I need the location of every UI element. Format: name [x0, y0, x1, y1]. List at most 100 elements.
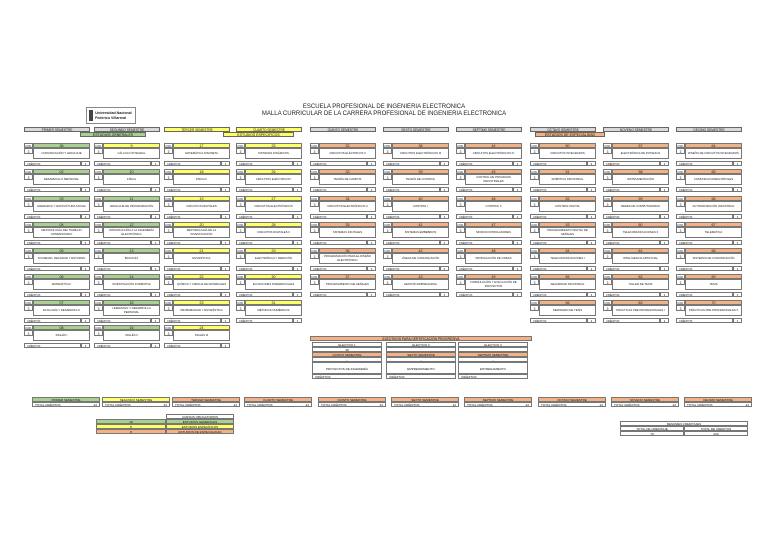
prereq-label: CRÉDITOS	[236, 240, 293, 245]
course-name: TELECOMUNICACIONES I	[539, 253, 596, 264]
prereq-label: CRÉDITOS	[24, 240, 81, 245]
semester-total: OCTAVO SEMESTRE TOTAL CRÉDITOS 22	[538, 397, 606, 409]
course-credits: 3	[310, 253, 319, 259]
semester-header: DECIMO SEMESTRE	[676, 127, 742, 132]
total-label: TOTAL CRÉDITOS	[541, 403, 567, 407]
prereq-label: CRÉDITOS	[310, 187, 367, 192]
elective-code: ...	[386, 357, 456, 362]
prereq-credits: 3	[367, 161, 376, 166]
course-number: 11	[103, 196, 160, 201]
course-name: FORMULACIÓN Y EVALUACIÓN DE PROYECTOS	[465, 279, 522, 290]
course-credits: 3	[94, 174, 103, 180]
course-number: 32	[319, 143, 376, 148]
course-card: COD. 31 3 MÉTODOS NUMÉRICOS CRÉDITOS 3	[236, 300, 302, 324]
course-credits: 3	[164, 330, 173, 336]
course-number: 05	[33, 248, 90, 253]
course-name: SISTEMAS DIGITALES	[319, 227, 376, 238]
semester-total: QUINTO SEMESTRE TOTAL CRÉDITOS 22	[318, 397, 386, 409]
course-card: COD. 68 3 SISTEMAS DE COMUNICACIÓN CRÉDITOS 3	[676, 248, 742, 272]
course-number: 49	[465, 274, 522, 279]
total-semester: TERCER SEMESTRE	[172, 397, 240, 402]
prereq-label: CRÉDITOS	[676, 161, 733, 166]
elective-semester: SEPTIMO SEMESTRE	[458, 352, 528, 357]
course-card: COD. 64 3 DISEÑO DE CIRCUITOS INTEGRADOS CRÉ…	[676, 143, 742, 167]
course-code-label: COD.	[456, 248, 465, 253]
course-code-label: COD.	[676, 143, 685, 148]
prereq-credits: 3	[293, 214, 302, 219]
course-name: SEMINARIO DE TESIS	[539, 305, 596, 316]
course-card: COD. 16 3 INGLÉS II CRÉDITOS 3	[94, 325, 160, 349]
course-name: CIRCUITOS ELECTRÓNICOS	[245, 201, 302, 212]
course-code-label: COD.	[530, 222, 539, 227]
semester-header: CUARTO SEMESTRE	[236, 127, 302, 132]
course-name: REDES DE COMPUTADORAS	[612, 201, 669, 212]
prereq-label: CRÉDITOS	[310, 292, 367, 297]
elective-course: ENTRENAMIENTO	[458, 362, 528, 374]
prereq-credits: 3	[293, 292, 302, 297]
legend-count: 18	[96, 419, 166, 424]
course-code-label: COD.	[236, 274, 245, 279]
course-code-label: COD.	[164, 274, 173, 279]
course-code-label: COD.	[164, 248, 173, 253]
course-code-label: COD.	[456, 169, 465, 174]
total-label: TOTAL CRÉDITOS	[394, 403, 420, 407]
prereq-label: CRÉDITOS	[603, 266, 660, 271]
prereq-label: CRÉDITOS	[236, 318, 293, 323]
prereq-credits: 3	[221, 161, 230, 166]
prereq-label: CRÉDITOS	[164, 161, 221, 166]
course-card: COD. 14 3 INVESTIGACIÓN FORMATIVA CRÉDITOS 3	[94, 274, 160, 298]
prereq-label: CRÉDITOS	[383, 214, 440, 219]
total-semester: SEXTO SEMESTRE	[391, 397, 459, 402]
course-card: COD. 17 3 MATEMÁTICA DISCRETA CRÉDITOS 3	[164, 143, 230, 167]
page-title: ESCUELA PROFESIONAL DE INGENIERIA ELECTR…	[302, 104, 466, 110]
total-value: 22	[672, 403, 676, 407]
total-semester: NOVENO SEMESTRE	[611, 397, 679, 402]
course-code-label: COD.	[310, 248, 319, 253]
course-number: 02	[33, 169, 90, 174]
course-number: 50	[539, 143, 596, 148]
prereq-credits: 3	[660, 318, 669, 323]
prereq-label: CRÉDITOS	[456, 266, 513, 271]
course-name: ECUACIONES DIFERENCIALES	[245, 279, 302, 290]
course-credits: 3	[164, 227, 173, 233]
course-card: COD. 41 3 SISTEMAS EMBEBIDOS CRÉDITOS 3	[383, 222, 449, 246]
course-code-label: COD.	[530, 196, 539, 201]
total-label: TOTAL CRÉDITOS	[614, 403, 640, 407]
prereq-credits: 3	[221, 187, 230, 192]
total-semester: CUARTO SEMESTRE	[244, 397, 312, 402]
prereq-label: CRÉDITOS	[676, 214, 733, 219]
course-name: PROPAGACIÓN DE ONDAS	[465, 253, 522, 264]
course-number: 58	[612, 169, 669, 174]
course-card: COD. 02 3 DESARROLLO PERSONAL CRÉDITOS 3	[24, 169, 90, 193]
course-number: 48	[465, 248, 522, 253]
course-number: 62	[612, 274, 669, 279]
course-credits: 3	[383, 279, 392, 285]
prereq-credits: 3	[513, 292, 522, 297]
course-card: COD. 54 3 TELECOMUNICACIONES I CRÉDITOS 3	[530, 248, 596, 272]
legend-row: 18 ESTUDIOS GENERALES	[96, 419, 234, 424]
course-card: COD. 66 3 AUTOMATIZACIÓN INDUSTRIAL CRÉDITOS…	[676, 196, 742, 220]
course-name: LENGUAJE DE PROGRAMACIÓN	[103, 201, 160, 212]
course-credits: 3	[94, 305, 103, 311]
course-number: 43	[392, 274, 449, 279]
course-code-label: COD.	[676, 169, 685, 174]
course-number: 28	[245, 222, 302, 227]
course-credits: 3	[164, 279, 173, 285]
course-code-label: COD.	[94, 143, 103, 148]
course-card: COD. 43 3 GESTIÓN EMPRESARIAL CRÉDITOS 3	[383, 274, 449, 298]
course-credits: 3	[236, 174, 245, 180]
course-credits: 3	[24, 253, 33, 259]
resumen-title: RESUMEN CREDITAJES	[620, 421, 748, 426]
prereq-credits: 3	[81, 240, 90, 245]
course-code-label: COD.	[383, 248, 392, 253]
semester-header: OCTAVO SEMESTRE	[530, 127, 596, 132]
total-semester: QUINTO SEMESTRE	[318, 397, 386, 402]
course-number: 07	[33, 300, 90, 305]
prereq-credits: 3	[151, 266, 160, 271]
course-card: COD. 06 3 MATEMÁTICA I CRÉDITOS 3	[24, 274, 90, 298]
total-value: 22	[599, 403, 603, 407]
course-number: 42	[392, 248, 449, 253]
course-credits: 3	[383, 148, 392, 154]
course-code-label: COD.	[164, 196, 173, 201]
prereq-credits: 3	[440, 187, 449, 192]
